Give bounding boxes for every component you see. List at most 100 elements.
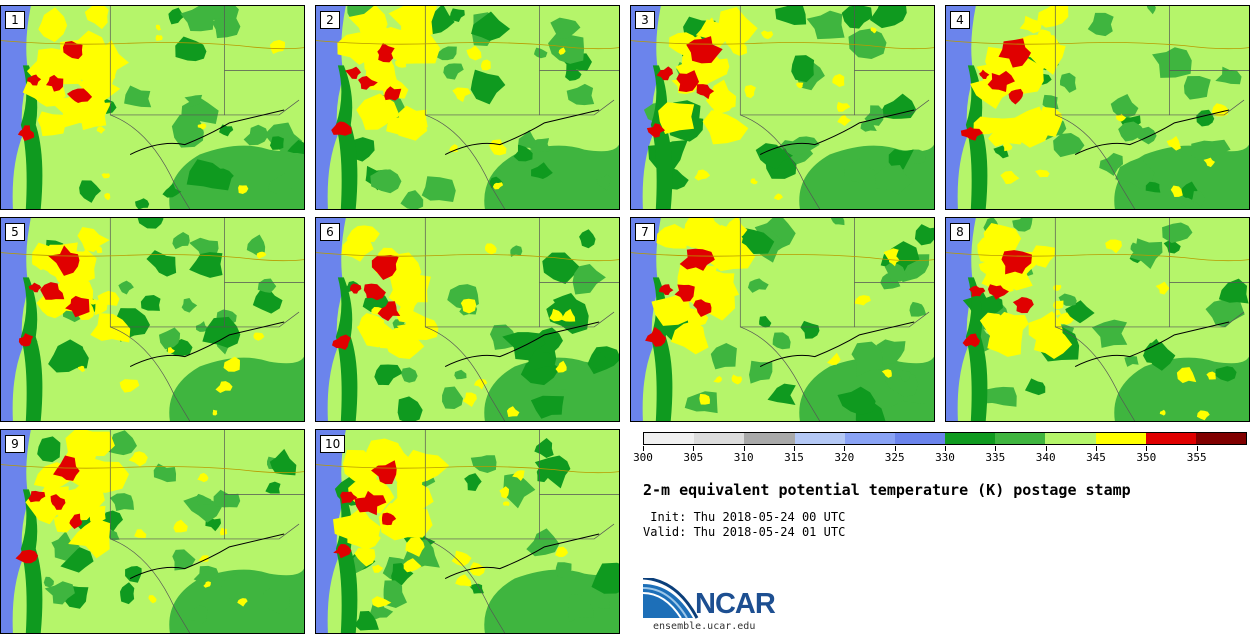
state-border [1055, 114, 1136, 209]
state-border [1055, 326, 1136, 421]
yellow-spot [455, 574, 472, 587]
green-patch [791, 55, 815, 83]
map-canvas [946, 6, 1249, 209]
colorbar-swatch [694, 433, 745, 444]
yellow-spot [750, 178, 758, 185]
river [316, 40, 619, 50]
yellow-region [996, 311, 1029, 334]
yellow-region [37, 111, 66, 137]
gulf-region [1114, 356, 1249, 421]
green-patch [43, 576, 54, 588]
yellow-spot [167, 347, 175, 354]
green-patch [252, 289, 283, 314]
green-patch [710, 342, 737, 370]
green-patch [181, 298, 198, 313]
yellow-spot [499, 486, 510, 499]
yellow-spot [88, 499, 98, 507]
green-patch [162, 183, 182, 198]
yellow-spot [1115, 113, 1127, 122]
green-patch [747, 278, 769, 293]
ncar-logo-icon [643, 578, 699, 619]
green-patch [890, 400, 933, 421]
state-border [425, 538, 506, 633]
yellow-spot [484, 243, 497, 255]
yellow-spot [1003, 141, 1013, 152]
green-patch [567, 594, 594, 622]
yellow-region [658, 102, 695, 134]
yellow-spot [555, 546, 569, 557]
panel-number: 3 [635, 11, 655, 29]
green-patch [269, 136, 284, 150]
logo-url: ensemble.ucar.edu [653, 621, 756, 632]
yellow-spot [1035, 169, 1050, 178]
green-patch [470, 69, 506, 105]
yellow-spot [502, 501, 510, 506]
green-patch [876, 339, 906, 365]
state-border [1169, 99, 1245, 116]
red-core [333, 543, 352, 559]
green-patch [124, 85, 152, 108]
green-patch [443, 63, 464, 80]
green-patch [589, 352, 608, 371]
red-core [645, 326, 667, 347]
red-core [17, 125, 35, 142]
yellow-spot [256, 251, 267, 259]
state-border [1054, 218, 1249, 328]
red-core [331, 334, 351, 350]
ocean-region [631, 6, 661, 209]
red-core [345, 66, 362, 79]
coastal-strip [965, 277, 988, 421]
yellow-spot [466, 45, 482, 61]
yellow-region [94, 297, 110, 316]
yellow-spot [219, 527, 228, 536]
yellow-spot [870, 27, 877, 34]
green-patch [1215, 66, 1242, 85]
yellow-spot [506, 406, 520, 418]
red-core [960, 126, 984, 141]
yellow-spot [101, 173, 111, 179]
green-patch [195, 321, 208, 332]
green-patch [754, 218, 796, 250]
yellow-spot [837, 114, 852, 127]
colorbar-tick-label: 320 [834, 451, 855, 464]
yellow-spot [403, 558, 422, 573]
yellow-region [670, 320, 709, 355]
colorbar-ticks [643, 446, 1247, 454]
yellow-spot [832, 73, 845, 88]
green-patch [591, 562, 619, 594]
red-core [676, 70, 700, 92]
yellow-spot [460, 298, 477, 314]
yellow-spot [1054, 309, 1062, 316]
red-core [69, 513, 83, 530]
river-border [129, 321, 285, 367]
green-patch [1191, 139, 1231, 162]
green-patch [60, 547, 94, 573]
green-patch [153, 463, 177, 483]
panel-number: 7 [635, 223, 655, 241]
green-patch [469, 583, 484, 594]
yellow-spot [854, 295, 871, 306]
map-canvas [1, 6, 304, 209]
yellow-spot [134, 529, 147, 539]
state-border [110, 114, 191, 209]
colorbar-tick-label: 345 [1086, 451, 1106, 464]
red-core [26, 74, 42, 86]
colorbar-tick [794, 446, 795, 451]
red-core [66, 88, 93, 103]
yellow-spot [198, 555, 209, 562]
green-patch [125, 565, 142, 583]
green-patch [184, 94, 203, 107]
yellow-region [398, 284, 426, 310]
green-patch [421, 176, 456, 202]
yellow-region [356, 318, 397, 348]
green-patch [501, 473, 536, 509]
green-patch [37, 436, 61, 463]
colorbar-swatch [945, 433, 996, 444]
green-patch [830, 218, 845, 226]
red-core [377, 43, 395, 63]
green-patch [1099, 152, 1124, 176]
river [1, 464, 304, 474]
green-patch [137, 218, 164, 229]
green-patch [442, 386, 464, 410]
map-canvas [1, 218, 304, 421]
